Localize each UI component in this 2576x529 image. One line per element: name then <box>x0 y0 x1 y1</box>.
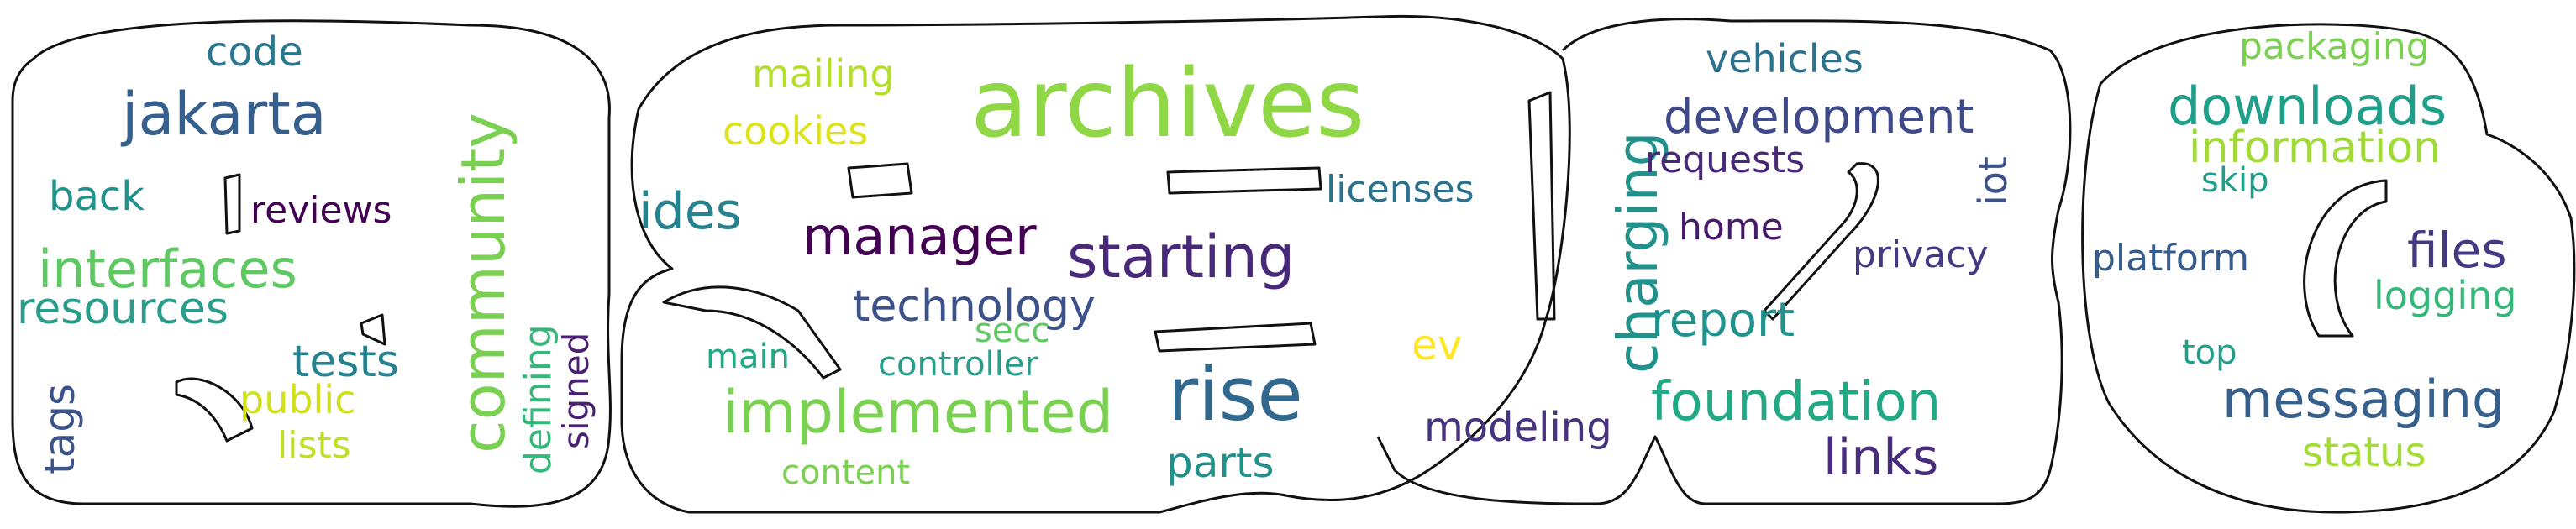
word-parts: parts <box>1166 438 1275 487</box>
word-code: code <box>206 29 303 76</box>
word-licenses: licenses <box>1326 168 1475 211</box>
word-community: community <box>448 113 518 453</box>
word-controller: controller <box>878 345 1038 384</box>
word-modeling: modeling <box>1424 404 1612 451</box>
word-lists: lists <box>277 424 351 467</box>
word-public: public <box>239 377 355 422</box>
outline-right-shape <box>2081 23 2576 514</box>
outline-middle-inner-top <box>847 162 913 199</box>
word-iot: iot <box>1970 156 2016 206</box>
outline-middle-inner-mid <box>1166 166 1322 195</box>
word-signed: signed <box>555 333 597 449</box>
word-manager: manager <box>802 206 1037 267</box>
word-foundation: foundation <box>1651 371 1941 433</box>
word-main: main <box>706 338 790 376</box>
word-logging: logging <box>2374 273 2516 318</box>
mask-outline <box>11 14 2576 514</box>
words: archives rise community jakarta starting… <box>17 25 2516 492</box>
outline-center-right-shape <box>1376 18 2072 505</box>
word-charging: charging <box>1606 132 1670 374</box>
word-jakarta: jakarta <box>120 80 327 149</box>
word-content: content <box>781 453 910 492</box>
outline-middle-inner-bottom <box>1154 322 1317 353</box>
word-tags: tags <box>35 384 84 474</box>
outline-middle-inner-left <box>662 285 842 380</box>
word-privacy: privacy <box>1853 233 1988 276</box>
word-messaging: messaging <box>2222 369 2505 430</box>
word-platform: platform <box>2092 237 2249 280</box>
word-mailing: mailing <box>752 51 895 97</box>
word-packaging: packaging <box>2239 25 2430 68</box>
outline-left-small <box>360 313 386 346</box>
word-cookies: cookies <box>723 108 868 154</box>
word-information: information <box>2189 123 2441 173</box>
word-reviews: reviews <box>250 189 392 232</box>
word-downloads: downloads <box>2168 76 2447 137</box>
word-status: status <box>2302 429 2426 476</box>
word-files: files <box>2407 222 2507 279</box>
word-ev: ev <box>1412 321 1462 369</box>
word-interfaces: interfaces <box>38 238 297 300</box>
word-skip: skip <box>2201 161 2269 200</box>
word-starting: starting <box>1067 223 1295 291</box>
word-rise: rise <box>1168 351 1303 437</box>
word-top: top <box>2182 333 2237 372</box>
outline-left-shape <box>11 19 612 508</box>
word-technology: technology <box>853 281 1096 332</box>
word-requests: requests <box>1645 139 1805 181</box>
word-resources: resources <box>17 284 229 334</box>
word-defining: defining <box>517 324 560 474</box>
word-vehicles: vehicles <box>1706 36 1864 81</box>
word-home: home <box>1679 206 1784 249</box>
outline-left-notch-bottom <box>175 377 254 443</box>
word-secc: secc <box>975 312 1049 350</box>
word-tests: tests <box>292 337 399 387</box>
word-development: development <box>1664 90 1974 144</box>
outline-hook <box>1763 162 1879 321</box>
word-implemented: implemented <box>723 378 1113 447</box>
outline-right-inner <box>2303 179 2388 338</box>
word-archives: archives <box>970 50 1364 159</box>
word-back: back <box>49 173 145 220</box>
word-ides: ides <box>639 182 742 241</box>
word-links: links <box>1823 428 1938 487</box>
outline-middle-shape <box>620 14 1571 514</box>
outline-left-notch-top <box>223 173 241 235</box>
outline-center-right-inner <box>1527 91 1556 321</box>
word-report: report <box>1651 293 1795 348</box>
